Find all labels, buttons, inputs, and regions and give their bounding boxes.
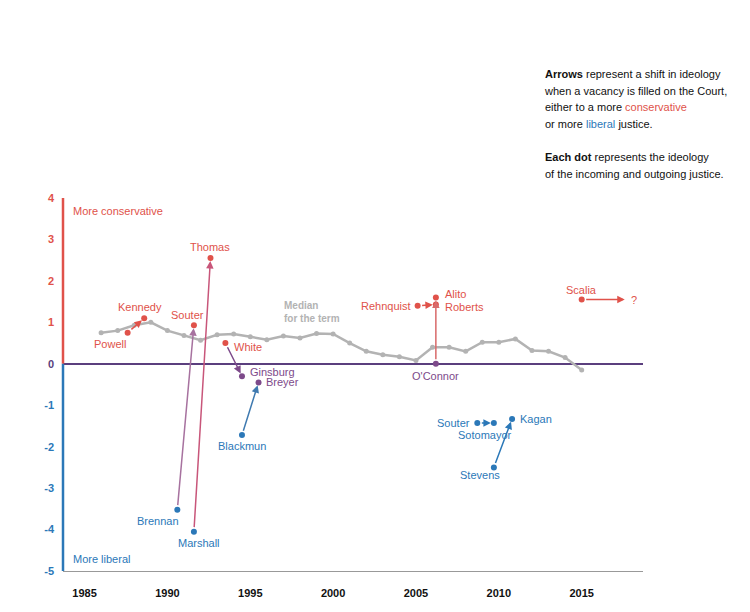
svg-text:1995: 1995: [238, 587, 262, 599]
svg-text:Thomas: Thomas: [190, 241, 230, 253]
svg-text:Souter: Souter: [171, 309, 204, 321]
html-text:Each dot represents the ideolo: Each dot represents the ideology: [545, 151, 709, 163]
svg-text:O'Connor: O'Connor: [412, 370, 459, 382]
svg-text:Breyer: Breyer: [266, 376, 299, 388]
svg-text:3: 3: [48, 233, 54, 245]
svg-text:Kagan: Kagan: [520, 413, 552, 425]
svg-text:4: 4: [48, 192, 55, 204]
svg-text:Roberts: Roberts: [445, 301, 484, 313]
svg-text:2005: 2005: [404, 587, 428, 599]
svg-text:Scalia: Scalia: [566, 284, 597, 296]
svg-text:More liberal: More liberal: [73, 553, 130, 565]
svg-text:Stevens: Stevens: [460, 469, 500, 481]
svg-text:2015: 2015: [569, 587, 593, 599]
svg-text:More conservative: More conservative: [73, 205, 163, 217]
svg-text:-1: -1: [44, 399, 54, 411]
svg-text:-2: -2: [44, 441, 54, 453]
svg-text:Powell: Powell: [94, 338, 126, 350]
svg-text:-3: -3: [44, 482, 54, 494]
svg-text:Souter: Souter: [437, 417, 470, 429]
svg-text:Blackmun: Blackmun: [218, 440, 266, 452]
svg-text:Sotomayor: Sotomayor: [458, 429, 512, 441]
svg-text:Ginsburg: Ginsburg: [250, 366, 295, 378]
svg-text:1: 1: [48, 316, 54, 328]
svg-text:-5: -5: [44, 565, 54, 577]
svg-text:Brennan: Brennan: [137, 515, 179, 527]
svg-text:Kennedy: Kennedy: [118, 301, 162, 313]
svg-text:?: ?: [631, 294, 637, 306]
svg-text:Alito: Alito: [445, 288, 466, 300]
svg-text:Rehnquist: Rehnquist: [361, 300, 411, 312]
svg-text:White: White: [234, 341, 262, 353]
html-text:when a vacancy is filled on th: when a vacancy is filled on the Court,: [545, 84, 728, 97]
html-text:of the incoming and outgoing j: of the incoming and outgoing justice.: [545, 167, 724, 180]
html-text:Arrows represent a shift in id: Arrows represent a shift in ideology: [545, 68, 721, 80]
svg-text:Marshall: Marshall: [178, 537, 220, 549]
svg-text:2: 2: [48, 275, 54, 287]
svg-text:0: 0: [48, 358, 54, 370]
svg-text:1990: 1990: [155, 587, 179, 599]
svg-text:-4: -4: [44, 523, 55, 535]
svg-text:2010: 2010: [487, 587, 511, 599]
svg-text:Medianfor the term: Medianfor the term: [284, 300, 340, 324]
svg-text:1985: 1985: [72, 587, 96, 599]
html-text:or more liberal justice.: or more liberal justice.: [545, 117, 653, 130]
svg-text:2000: 2000: [321, 587, 345, 599]
html-text:either to a more conservative: either to a more conservative: [545, 101, 687, 113]
